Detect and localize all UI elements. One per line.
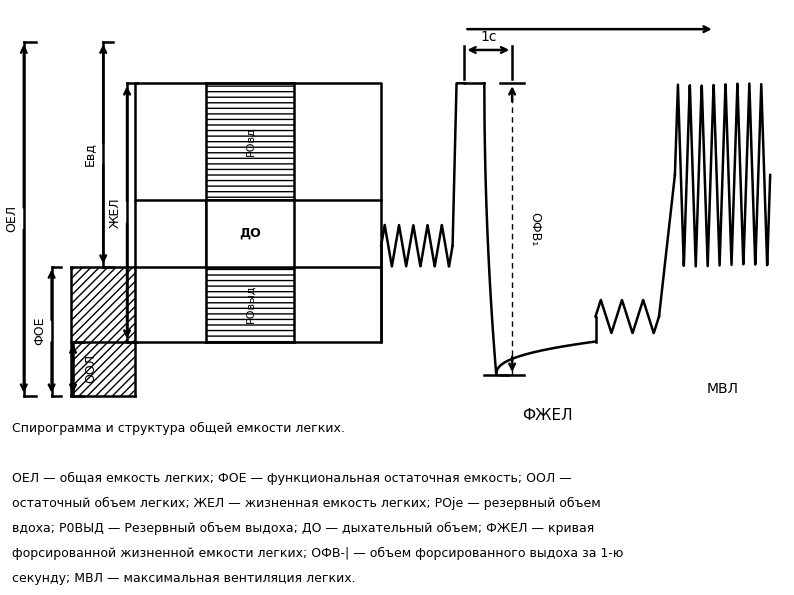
Text: РОвд: РОвд — [245, 127, 255, 156]
Bar — [206, 200, 294, 267]
Text: остаточный объем легких; ЖЕЛ — жизненная емкость легких; РОje — резервный объем: остаточный объем легких; ЖЕЛ — жизненная… — [12, 497, 600, 510]
Text: вдоха; Р0ВЫД — Резервный объем выдоха; ДО — дыхательный объем; ФЖЕЛ — кривая: вдоха; Р0ВЫД — Резервный объем выдоха; Д… — [12, 522, 594, 535]
Text: 1с: 1с — [480, 30, 496, 44]
Text: ОЕЛ — общая емкость легких; ФОЕ — функциональная остаточная емкость; ООЛ —: ОЕЛ — общая емкость легких; ФОЕ — функци… — [12, 472, 572, 485]
Text: ООЛ: ООЛ — [84, 354, 97, 383]
Text: РОвыд: РОвыд — [245, 285, 255, 323]
Text: ОФВ₁: ОФВ₁ — [528, 212, 541, 246]
Text: ЖЕЛ: ЖЕЛ — [109, 197, 121, 228]
Text: ОЕЛ: ОЕЛ — [6, 205, 18, 232]
Text: Спирограмма и структура общей емкости легких.: Спирограмма и структура общей емкости ле… — [12, 422, 345, 435]
Text: ДО: ДО — [239, 227, 261, 240]
Text: секунду; МВЛ — максимальная вентиляция легких.: секунду; МВЛ — максимальная вентиляция л… — [12, 572, 356, 585]
Text: форсированной жизненной емкости легких; ОФВ-| — объем форсированного выдоха за 1: форсированной жизненной емкости легких; … — [12, 547, 623, 560]
Text: ФОЕ: ФОЕ — [33, 317, 46, 345]
Bar — [206, 267, 294, 342]
Text: ФЖЕЛ: ФЖЕЛ — [522, 408, 573, 423]
Text: МВЛ: МВЛ — [707, 381, 738, 396]
Bar — [71, 267, 135, 396]
Text: Евд: Евд — [83, 142, 95, 166]
Bar — [206, 83, 294, 200]
